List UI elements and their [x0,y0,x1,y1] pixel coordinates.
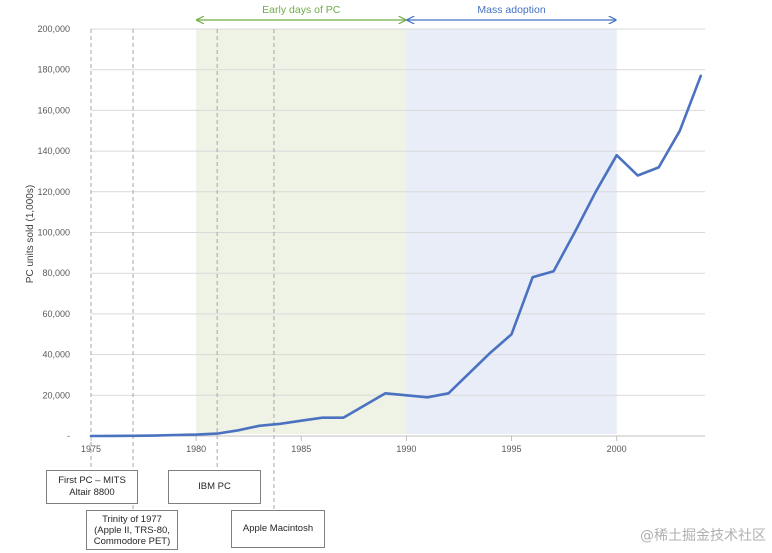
era-band-1 [406,29,617,434]
era-arrows: Early days of PC Mass adoption [197,4,616,20]
y-axis-label: PC units sold (1,000s) [25,185,36,283]
callout-trinity: Trinity of 1977 (Apple II, TRS-80, Commo… [86,510,178,550]
watermark: @稀土掘金技术社区 [640,528,766,544]
y-tick-label: 180,000 [37,65,70,75]
series-layer [89,74,703,438]
era-label-0: Early days of PC [262,4,341,16]
y-tick-label: 100,000 [37,228,70,238]
callout-altair: First PC – MITS Altair 8800 [46,470,138,504]
x-tick-label: 1990 [396,444,416,454]
callout-apple-macintosh: Apple Macintosh [231,510,325,548]
y-tick-label: 20,000 [42,390,70,400]
y-tick-label: 200,000 [37,24,70,34]
callout-mac-line1: Apple Macintosh [242,523,314,534]
axes: - 20,000 40,000 60,000 80,000 100,000 120,000 1… [37,24,705,454]
x-tick-label: 1980 [186,444,206,454]
era-label-1: Mass adoption [477,4,545,16]
x-tick-label: 1985 [291,444,311,454]
grid-lines [91,28,705,396]
x-tick-label: 1995 [502,444,522,454]
y-tick-label: 120,000 [37,187,70,197]
callout-ibm-pc: IBM PC [168,470,261,504]
event-lines [90,29,275,510]
era-bands [196,29,617,434]
callout-ibm-line1: IBM PC [198,481,231,492]
callout-altair-line2: Altair 8800 [69,487,115,498]
y-tick-label: 40,000 [42,350,70,360]
y-tick-label: 160,000 [37,105,70,115]
callout-trinity-line1: Trinity of 1977 [102,513,162,525]
y-tick-label: 80,000 [42,268,70,278]
series-line-0 [89,74,703,438]
callout-altair-line1: First PC – MITS [58,475,126,486]
callout-trinity-line2: (Apple II, TRS-80, [94,524,170,536]
era-band-0 [196,29,407,434]
y-tick-label: 140,000 [37,146,70,156]
x-tick-label: 1975 [81,444,101,454]
x-tick-label: 2000 [607,444,627,454]
y-tick-label: - [67,431,70,441]
y-tick-label: 60,000 [42,309,70,319]
callout-trinity-line3: Commodore PET) [93,535,171,547]
